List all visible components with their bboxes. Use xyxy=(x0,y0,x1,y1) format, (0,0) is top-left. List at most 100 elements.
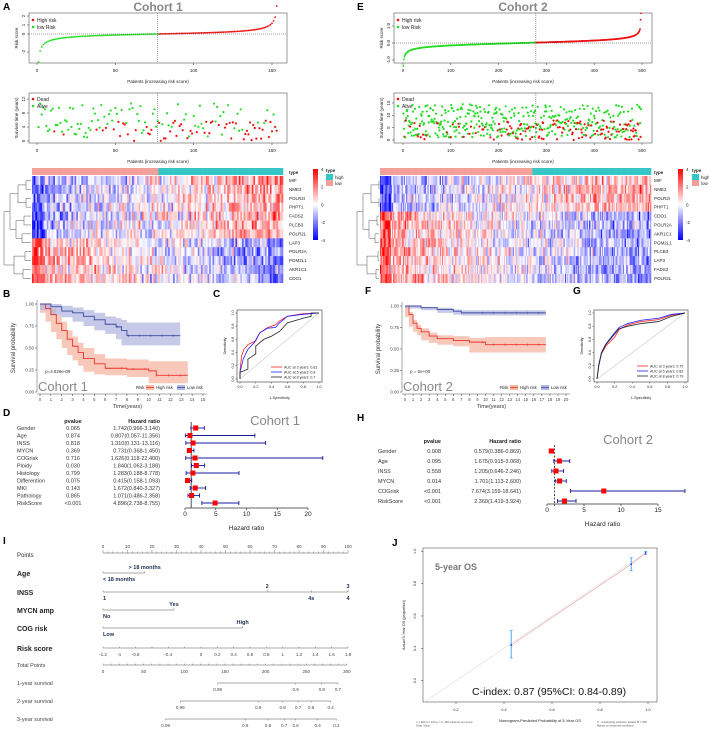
heatmap-cell xyxy=(465,273,468,284)
heatmap-cell xyxy=(401,193,404,203)
heatmap-cell xyxy=(491,265,493,275)
alive-point xyxy=(411,110,415,113)
alive-point xyxy=(490,124,493,127)
alive-point xyxy=(609,116,612,119)
heatmap-cell xyxy=(45,211,48,221)
heatmap-cell xyxy=(278,211,281,221)
heatmap-cell xyxy=(459,256,461,266)
heatmap-cell xyxy=(148,184,151,195)
dead-point xyxy=(270,130,274,133)
heatmap-cell xyxy=(498,256,501,266)
heatmap-cell xyxy=(153,273,156,284)
heatmap-cell xyxy=(235,184,238,195)
y-axis-label: Risk score xyxy=(379,27,384,49)
dead-point xyxy=(228,121,231,124)
heatmap-cell xyxy=(471,265,473,275)
heatmap-cell xyxy=(92,273,95,284)
heatmap-cell xyxy=(276,229,279,239)
heatmap-cell xyxy=(400,265,403,275)
heatmap-cell xyxy=(457,247,459,257)
heatmap-cell xyxy=(237,273,240,284)
heatmap-cell xyxy=(210,184,213,195)
risk-score-point xyxy=(403,58,405,61)
heatmap-cell xyxy=(475,220,478,230)
heatmap-cell xyxy=(136,193,139,203)
heatmap-cell xyxy=(487,265,490,275)
alive-point xyxy=(460,107,463,111)
heatmap-cell xyxy=(32,176,34,186)
heatmap-cell xyxy=(415,202,418,212)
heatmap-cell xyxy=(91,184,93,195)
heatmap-cell xyxy=(181,247,184,257)
heatmap-cell xyxy=(408,220,410,230)
heatmap-cell xyxy=(450,176,453,186)
heatmap-cell xyxy=(112,193,115,203)
heatmap-cell xyxy=(53,265,56,275)
heatmap-cell xyxy=(501,176,504,186)
heatmap-cell xyxy=(391,176,394,186)
heatmap-cell xyxy=(196,220,198,230)
heatmap-cell xyxy=(460,238,462,248)
annotation-cell-low xyxy=(100,168,103,175)
heatmap-cell xyxy=(97,273,100,284)
heatmap-cell xyxy=(497,247,499,257)
heatmap-cell xyxy=(66,220,69,230)
heatmap-cell xyxy=(46,238,49,248)
annotation-cell-low xyxy=(425,168,428,175)
heatmap-cell xyxy=(415,229,418,239)
alive-point xyxy=(137,119,140,122)
heatmap-cell xyxy=(436,229,438,239)
heatmap-cell xyxy=(397,229,399,239)
dead-point xyxy=(104,126,108,129)
alive-point xyxy=(256,121,259,124)
heatmap-cell xyxy=(256,193,259,203)
heatmap-cell xyxy=(196,193,198,203)
annotation-cell-high xyxy=(225,168,228,175)
heatmap-cell xyxy=(184,273,187,284)
heatmap-cell xyxy=(215,211,218,221)
risk-score-point xyxy=(202,31,204,34)
heatmap-cell xyxy=(477,273,480,284)
heatmap-cell xyxy=(59,184,62,195)
annotation-cell-low xyxy=(102,168,105,175)
heatmap-cell xyxy=(397,211,399,221)
heatmap-cell xyxy=(471,202,473,212)
heatmap-cell xyxy=(411,211,413,221)
annotation-cell-high xyxy=(255,168,258,175)
heatmap-cell xyxy=(269,238,272,248)
heatmap-cell xyxy=(168,256,171,266)
heatmap-cell xyxy=(155,202,157,212)
heatmap-cell xyxy=(115,256,118,266)
heatmap-cell xyxy=(125,256,128,266)
dead-point xyxy=(253,126,256,130)
heatmap-cell xyxy=(45,176,48,186)
heatmap-cell xyxy=(53,193,56,203)
heatmap-cell xyxy=(494,265,496,275)
heatmap-cell xyxy=(163,273,166,284)
heatmap-cell xyxy=(71,229,74,239)
heatmap-cell xyxy=(179,265,182,275)
alive-point xyxy=(78,127,81,130)
heatmap-cell xyxy=(133,265,136,275)
legend-high-risk-marker xyxy=(396,18,400,22)
heatmap-cell xyxy=(94,238,97,248)
heatmap-cell xyxy=(176,256,179,266)
risk-score-point xyxy=(188,32,190,35)
heatmap-cell xyxy=(166,273,169,284)
heatmap-cell xyxy=(36,184,39,195)
heatmap-cell xyxy=(248,202,251,212)
heatmap-cell xyxy=(502,184,505,195)
annotation-cell-low xyxy=(89,168,92,175)
heatmap-cell xyxy=(276,193,279,203)
heatmap-cell xyxy=(243,256,246,266)
heatmap-cell xyxy=(209,211,212,221)
heatmap-cell xyxy=(192,247,195,257)
annotation-cell-low xyxy=(424,168,427,175)
heatmap-cell xyxy=(222,202,225,212)
heatmap-cell xyxy=(210,193,213,203)
heatmap-cell xyxy=(387,211,390,221)
heatmap-cell xyxy=(97,247,100,257)
heatmap-cell xyxy=(33,256,36,266)
heatmap-cell xyxy=(217,211,220,221)
annotation-cell-low xyxy=(396,168,398,175)
